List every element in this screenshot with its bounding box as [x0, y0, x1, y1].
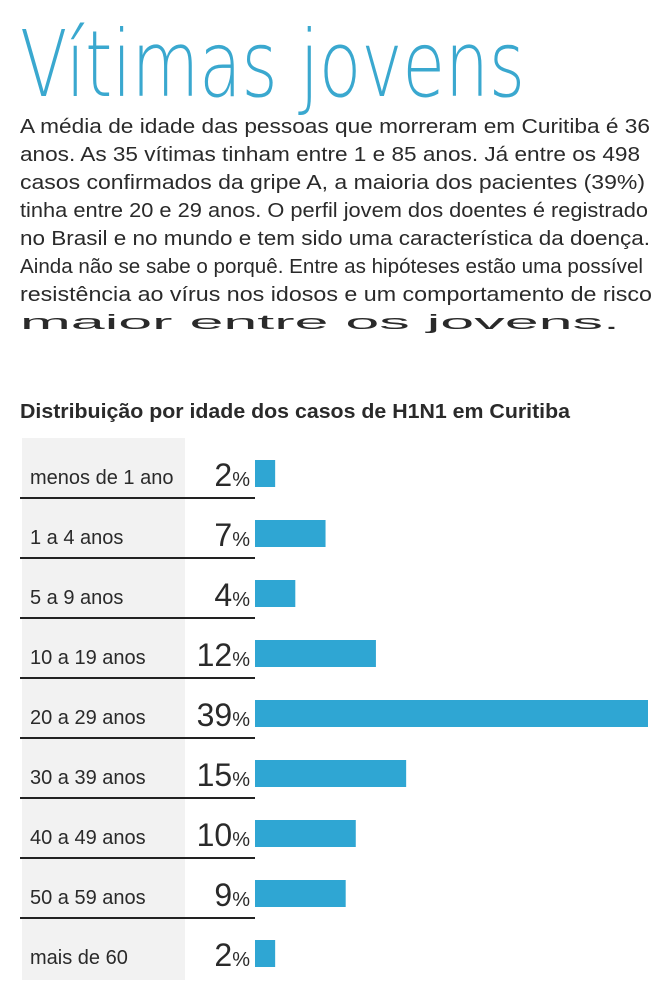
- category-label: 10 a 19 anos: [30, 647, 146, 669]
- bar: [255, 580, 296, 607]
- value-unit: %: [232, 769, 250, 791]
- bar: [255, 520, 326, 547]
- bar: [255, 820, 356, 847]
- body-line: resistência ao vírus nos idosos e um com…: [20, 284, 652, 306]
- chart-row: 40 a 49 anos 10%: [20, 817, 356, 859]
- value-unit: %: [232, 949, 250, 971]
- value-number: 2: [214, 937, 232, 973]
- value-label: 4%: [214, 577, 250, 613]
- label-panel: [22, 438, 185, 980]
- category-label: menos de 1 ano: [30, 467, 173, 489]
- value-unit: %: [232, 589, 250, 611]
- chart-row: menos de 1 ano 2%: [20, 457, 276, 499]
- chart-row: 50 a 59 anos 9%: [20, 877, 346, 919]
- chart-title: Distribuição por idade dos casos de H1N1…: [20, 401, 571, 423]
- category-label: 5 a 9 anos: [30, 587, 123, 609]
- category-label: 30 a 39 anos: [30, 767, 146, 789]
- value-number: 39: [197, 697, 233, 733]
- value-number: 7: [214, 517, 232, 553]
- chart-row: mais de 60 2%: [30, 937, 276, 973]
- value-number: 15: [197, 757, 233, 793]
- body-line: anos. As 35 vítimas tinham entre 1 e 85 …: [20, 144, 640, 166]
- value-label: 2%: [214, 937, 250, 973]
- bar: [255, 460, 276, 487]
- body-line: casos confirmados da gripe A, a maioria …: [20, 172, 645, 194]
- body-line: Ainda não se sabe o porquê. Entre as hip…: [20, 256, 643, 278]
- value-number: 12: [197, 637, 233, 673]
- value-unit: %: [232, 709, 250, 731]
- body-line: tinha entre 20 e 29 anos. O perfil jovem…: [20, 200, 648, 222]
- chart-row: 5 a 9 anos 4%: [20, 577, 296, 619]
- value-label: 15%: [197, 757, 251, 793]
- value-label: 2%: [214, 457, 250, 493]
- value-unit: %: [232, 829, 250, 851]
- bar: [255, 940, 276, 967]
- chart-row: 30 a 39 anos 15%: [20, 757, 407, 799]
- value-label: 9%: [214, 877, 250, 913]
- category-label: 50 a 59 anos: [30, 887, 146, 909]
- page-title: Vítimas jovens: [20, 11, 525, 118]
- bar-chart: menos de 1 ano 2% 1 a 4 anos 7% 5 a 9 anos 4%…: [20, 457, 648, 973]
- category-label: 40 a 49 anos: [30, 827, 146, 849]
- chart-row: 10 a 19 anos 12%: [20, 637, 376, 679]
- chart-row: 1 a 4 anos 7%: [20, 517, 326, 559]
- value-label: 7%: [214, 517, 250, 553]
- value-label: 12%: [197, 637, 251, 673]
- value-unit: %: [232, 889, 250, 911]
- value-number: 9: [214, 877, 232, 913]
- chart-row: 20 a 29 anos 39%: [20, 697, 648, 739]
- bar: [255, 880, 346, 907]
- value-unit: %: [232, 529, 250, 551]
- value-unit: %: [232, 469, 250, 491]
- value-number: 10: [197, 817, 233, 853]
- category-label: mais de 60: [30, 947, 128, 969]
- category-label: 20 a 29 anos: [30, 707, 146, 729]
- value-number: 4: [214, 577, 232, 613]
- value-unit: %: [232, 649, 250, 671]
- bar: [255, 700, 648, 727]
- category-label: 1 a 4 anos: [30, 527, 123, 549]
- body-line: no Brasil e no mundo e tem sido uma cara…: [20, 228, 650, 250]
- bar: [255, 760, 407, 787]
- value-number: 2: [214, 457, 232, 493]
- body-text: A média de idade das pessoas que morrera…: [20, 116, 652, 334]
- bar: [255, 640, 376, 667]
- value-label: 10%: [197, 817, 251, 853]
- body-line: maior entre os jovens.: [20, 312, 620, 334]
- value-label: 39%: [197, 697, 251, 733]
- body-line: A média de idade das pessoas que morrera…: [20, 116, 650, 138]
